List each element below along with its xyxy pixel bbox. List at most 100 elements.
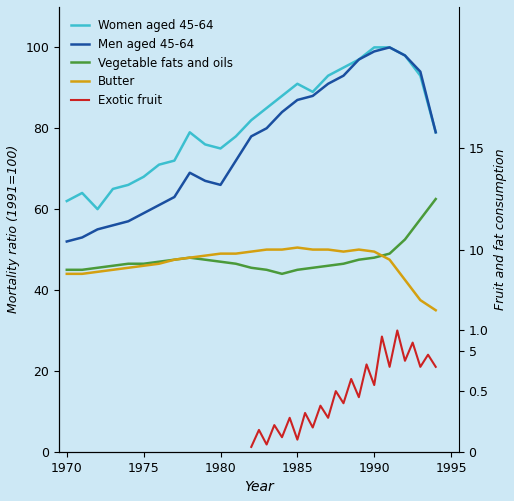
Exotic fruit (425, 352, 431, 358)
Butter (79, 271, 85, 277)
Exotic fruit (317, 403, 323, 409)
Exotic fruit (333, 388, 339, 394)
Exotic fruit (387, 364, 393, 370)
Women aged 45-64 (64, 198, 70, 204)
Butter (171, 257, 177, 263)
Women aged 45-64 (356, 57, 362, 63)
Men aged 45-64 (402, 53, 408, 59)
Men aged 45-64 (248, 133, 254, 139)
Line: Exotic fruit: Exotic fruit (251, 331, 436, 447)
Men aged 45-64 (140, 210, 146, 216)
Women aged 45-64 (371, 45, 377, 51)
Women aged 45-64 (279, 93, 285, 99)
Exotic fruit (410, 340, 416, 346)
Men aged 45-64 (95, 226, 101, 232)
Y-axis label: Mortality ratio (1991=100): Mortality ratio (1991=100) (7, 145, 20, 314)
Men aged 45-64 (79, 234, 85, 240)
Line: Vegetable fats and oils: Vegetable fats and oils (67, 199, 436, 274)
Women aged 45-64 (417, 73, 424, 79)
Exotic fruit (417, 364, 424, 370)
Butter (402, 277, 408, 283)
Women aged 45-64 (402, 53, 408, 59)
Vegetable fats and oils (248, 265, 254, 271)
Butter (233, 250, 239, 257)
Exotic fruit (256, 427, 262, 433)
Men aged 45-64 (110, 222, 116, 228)
Legend: Women aged 45-64, Men aged 45-64, Vegetable fats and oils, Butter, Exotic fruit: Women aged 45-64, Men aged 45-64, Vegeta… (65, 13, 239, 113)
Vegetable fats and oils (340, 261, 346, 267)
Women aged 45-64 (248, 117, 254, 123)
Butter (417, 297, 424, 303)
Exotic fruit (433, 364, 439, 370)
Women aged 45-64 (140, 174, 146, 180)
Men aged 45-64 (371, 49, 377, 55)
Women aged 45-64 (217, 145, 224, 151)
Vegetable fats and oils (264, 267, 270, 273)
Exotic fruit (248, 444, 254, 450)
Vegetable fats and oils (356, 257, 362, 263)
Vegetable fats and oils (295, 267, 301, 273)
Vegetable fats and oils (187, 255, 193, 261)
Women aged 45-64 (79, 190, 85, 196)
Men aged 45-64 (325, 81, 331, 87)
Exotic fruit (287, 415, 293, 421)
Women aged 45-64 (125, 182, 132, 188)
Butter (140, 263, 146, 269)
Exotic fruit (271, 422, 278, 428)
Men aged 45-64 (356, 57, 362, 63)
Vegetable fats and oils (417, 216, 424, 222)
Butter (279, 246, 285, 253)
Women aged 45-64 (309, 89, 316, 95)
Butter (248, 248, 254, 255)
Women aged 45-64 (295, 81, 301, 87)
Exotic fruit (309, 424, 316, 430)
Men aged 45-64 (156, 202, 162, 208)
Butter (340, 248, 346, 255)
Men aged 45-64 (187, 170, 193, 176)
Butter (125, 265, 132, 271)
Women aged 45-64 (171, 158, 177, 164)
Vegetable fats and oils (156, 259, 162, 265)
Women aged 45-64 (156, 162, 162, 168)
Women aged 45-64 (387, 45, 393, 51)
Men aged 45-64 (264, 125, 270, 131)
Butter (187, 255, 193, 261)
Exotic fruit (363, 361, 370, 367)
Men aged 45-64 (340, 73, 346, 79)
Men aged 45-64 (202, 178, 208, 184)
Exotic fruit (264, 441, 270, 447)
Butter (264, 246, 270, 253)
Vegetable fats and oils (79, 267, 85, 273)
Vegetable fats and oils (110, 263, 116, 269)
Vegetable fats and oils (217, 259, 224, 265)
Butter (325, 246, 331, 253)
Women aged 45-64 (264, 105, 270, 111)
Exotic fruit (279, 434, 285, 440)
Exotic fruit (394, 328, 400, 334)
Vegetable fats and oils (279, 271, 285, 277)
Line: Women aged 45-64: Women aged 45-64 (67, 48, 436, 209)
Vegetable fats and oils (125, 261, 132, 267)
X-axis label: Year: Year (244, 480, 274, 494)
Women aged 45-64 (202, 141, 208, 147)
Men aged 45-64 (387, 45, 393, 51)
Line: Men aged 45-64: Men aged 45-64 (67, 48, 436, 241)
Women aged 45-64 (95, 206, 101, 212)
Butter (356, 246, 362, 253)
Y-axis label: Fruit and fat consumption: Fruit and fat consumption (494, 149, 507, 310)
Men aged 45-64 (279, 109, 285, 115)
Men aged 45-64 (233, 158, 239, 164)
Exotic fruit (402, 358, 408, 364)
Exotic fruit (302, 410, 308, 416)
Butter (95, 269, 101, 275)
Exotic fruit (356, 394, 362, 400)
Vegetable fats and oils (202, 257, 208, 263)
Women aged 45-64 (110, 186, 116, 192)
Butter (295, 244, 301, 250)
Vegetable fats and oils (95, 265, 101, 271)
Men aged 45-64 (64, 238, 70, 244)
Vegetable fats and oils (402, 236, 408, 242)
Women aged 45-64 (233, 133, 239, 139)
Butter (309, 246, 316, 253)
Vegetable fats and oils (433, 196, 439, 202)
